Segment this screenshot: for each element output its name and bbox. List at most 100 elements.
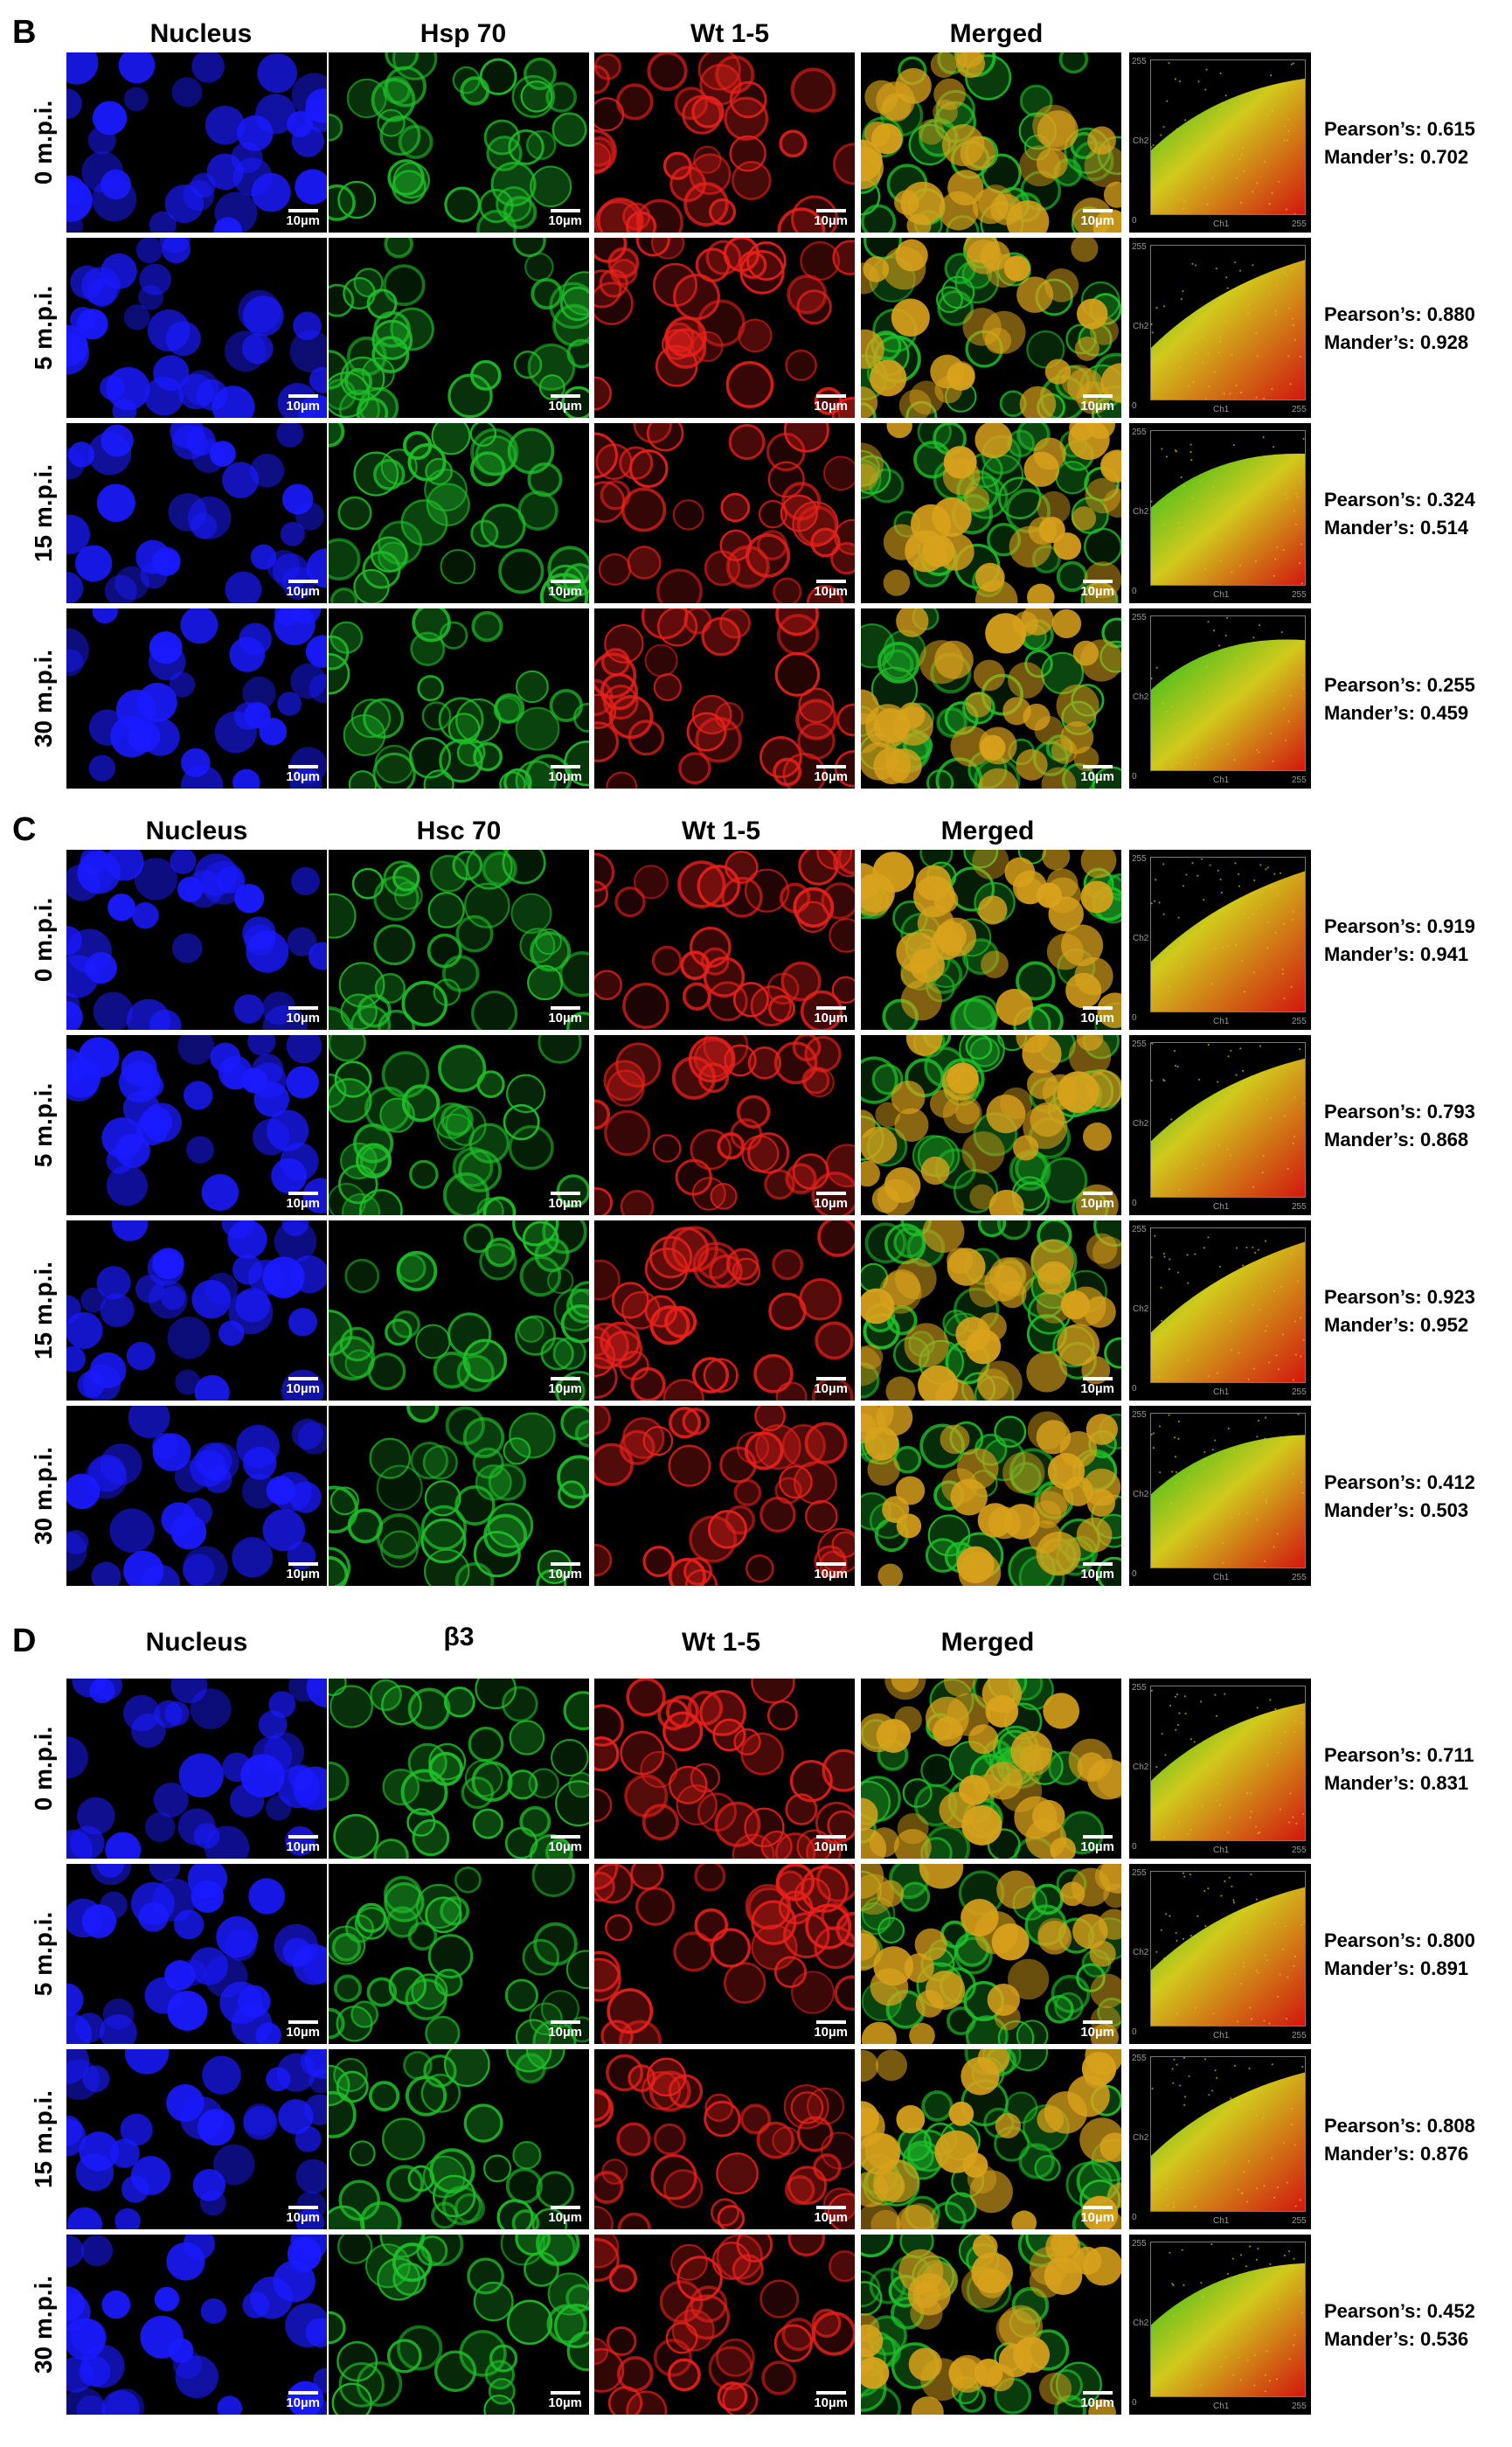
scale-bar-label: 10µm	[1080, 769, 1114, 784]
green-micrograph: 10µm	[329, 423, 589, 603]
scatter-tick-min: 0	[1132, 401, 1137, 411]
merged-micrograph: 10µm	[861, 423, 1121, 603]
scale-bar: 10µm	[286, 2391, 320, 2409]
scale-bar: 10µm	[548, 2391, 582, 2409]
scale-bar-label: 10µm	[548, 2395, 582, 2410]
panel-b: B Nucleus Hsp 70 Wt 1-5 Merged 0 m.p.i. 1…	[0, 16, 1512, 803]
scatter-tick-ch2: Ch2	[1133, 692, 1149, 702]
nucleus-micrograph: 10µm	[66, 850, 327, 1030]
scatter-tick-xmax: 255	[1292, 1573, 1307, 1582]
scale-bar: 10µm	[814, 209, 848, 227]
scale-bar: 10µm	[814, 2206, 848, 2224]
scale-bar-label: 10µm	[548, 769, 582, 784]
red-micrograph: 10µm	[594, 1406, 855, 1586]
scale-bar-label: 10µm	[1080, 1839, 1114, 1854]
nucleus-micrograph: 10µm	[66, 2235, 327, 2415]
scale-bar-label: 10µm	[814, 769, 848, 784]
scatter-tick-ch1: Ch1	[1213, 2031, 1230, 2040]
scale-bar: 10µm	[814, 580, 848, 598]
colocalization-stats: Pearson’s: 0.800 Mander’s: 0.891	[1324, 1927, 1475, 1983]
scatter-tick-ch2: Ch2	[1133, 136, 1149, 146]
scale-bar: 10µm	[548, 765, 582, 783]
row-label-text: 30 m.p.i.	[30, 2275, 57, 2374]
colocalization-scatterplot: 255 0 Ch2 Ch1 255	[1129, 2235, 1311, 2415]
green-micrograph: 10µm	[329, 52, 589, 233]
scale-bar: 10µm	[1080, 1377, 1114, 1395]
row-label-text: 5 m.p.i.	[30, 1082, 57, 1168]
scale-bar: 10µm	[814, 1006, 848, 1025]
mander-value: Mander’s: 0.928	[1324, 331, 1469, 353]
scatter-tick-min: 0	[1132, 2398, 1137, 2408]
pearson-value: Pearson’s: 0.793	[1324, 1101, 1475, 1123]
scatter-tick-min: 0	[1132, 1842, 1137, 1852]
scale-bar-label: 10µm	[286, 1011, 320, 1025]
scatter-tick-ch2: Ch2	[1133, 507, 1149, 517]
scale-bar-label: 10µm	[548, 1839, 582, 1854]
row-label-text: 0 m.p.i.	[30, 100, 57, 185]
scatter-tick-min: 0	[1132, 587, 1137, 596]
scale-bar: 10µm	[1080, 394, 1114, 413]
green-micrograph: 10µm	[329, 238, 589, 418]
green-micrograph: 10µm	[329, 1035, 589, 1215]
scale-bar-label: 10µm	[1080, 1567, 1114, 1582]
scatter-tick-ch2: Ch2	[1133, 1304, 1149, 1314]
scale-bar-label: 10µm	[1080, 2025, 1114, 2040]
scatter-tick-xmax: 255	[1292, 2402, 1307, 2411]
column-header-merged: Merged	[940, 817, 1035, 845]
scale-bar: 10µm	[548, 1006, 582, 1025]
mander-value: Mander’s: 0.876	[1324, 2143, 1469, 2165]
merged-micrograph: 10µm	[861, 1035, 1121, 1215]
row-label-text: 30 m.p.i.	[30, 1446, 57, 1546]
scatter-tick-ch1: Ch1	[1213, 775, 1230, 785]
scale-bar-label: 10µm	[1080, 1011, 1114, 1025]
pearson-value: Pearson’s: 0.923	[1324, 1286, 1475, 1308]
scale-bar: 10µm	[286, 394, 320, 413]
scatter-tick-max: 255	[1132, 1225, 1147, 1234]
red-micrograph: 10µm	[594, 1679, 855, 1859]
scatter-tick-ch2: Ch2	[1133, 1119, 1149, 1129]
green-micrograph: 10µm	[329, 850, 589, 1030]
colocalization-stats: Pearson’s: 0.923 Mander’s: 0.952	[1324, 1283, 1475, 1339]
pearson-value: Pearson’s: 0.324	[1324, 489, 1475, 511]
nucleus-micrograph: 10µm	[66, 2049, 327, 2229]
red-micrograph: 10µm	[594, 608, 855, 789]
scale-bar-label: 10µm	[814, 213, 848, 228]
mander-value: Mander’s: 0.891	[1324, 1957, 1469, 1979]
scale-bar-label: 10µm	[548, 1011, 582, 1025]
scatter-tick-max: 255	[1132, 854, 1147, 864]
merged-micrograph: 10µm	[861, 1864, 1121, 2044]
colocalization-scatterplot: 255 0 Ch2 Ch1 255	[1129, 2049, 1311, 2229]
merged-micrograph: 10µm	[861, 1220, 1121, 1401]
scale-bar: 10µm	[814, 2020, 848, 2039]
scale-bar: 10µm	[1080, 2020, 1114, 2039]
scale-bar-label: 10µm	[814, 2210, 848, 2225]
scatter-tick-max: 255	[1132, 1868, 1147, 1878]
mander-value: Mander’s: 0.831	[1324, 1772, 1469, 1794]
column-header-wt: Wt 1-5	[682, 1628, 760, 1657]
scale-bar-label: 10µm	[1080, 1196, 1114, 1211]
scale-bar: 10µm	[1080, 1192, 1114, 1210]
scatter-tick-ch1: Ch1	[1213, 1573, 1230, 1582]
scale-bar-label: 10µm	[814, 584, 848, 599]
scatter-tick-xmax: 255	[1292, 590, 1307, 600]
colocalization-stats: Pearson’s: 0.919 Mander’s: 0.941	[1324, 913, 1475, 969]
scale-bar-label: 10µm	[548, 399, 582, 414]
scatter-tick-max: 255	[1132, 2239, 1147, 2249]
column-header-protein: β3	[443, 1623, 475, 1651]
scale-bar: 10µm	[548, 580, 582, 598]
green-micrograph: 10µm	[329, 1679, 589, 1859]
scale-bar-label: 10µm	[814, 1381, 848, 1396]
scale-bar-label: 10µm	[286, 2210, 320, 2225]
scale-bar: 10µm	[1080, 2391, 1114, 2409]
green-micrograph: 10µm	[329, 1220, 589, 1401]
colocalization-scatterplot: 255 0 Ch2 Ch1 255	[1129, 238, 1311, 418]
scale-bar: 10µm	[286, 209, 320, 227]
scale-bar-label: 10µm	[286, 1567, 320, 1582]
red-micrograph: 10µm	[594, 2235, 855, 2415]
row-label-text: 5 m.p.i.	[30, 1911, 57, 1997]
nucleus-micrograph: 10µm	[66, 238, 327, 418]
scatter-tick-ch1: Ch1	[1213, 1017, 1230, 1026]
mander-value: Mander’s: 0.952	[1324, 1314, 1469, 1336]
panel-letter: D	[12, 1623, 37, 1659]
red-micrograph: 10µm	[594, 1035, 855, 1215]
